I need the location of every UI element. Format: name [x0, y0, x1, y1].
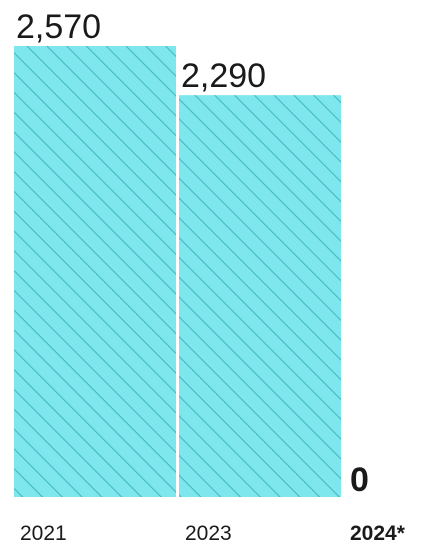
value-label-2024*: 0: [350, 461, 369, 499]
bar-2021: [14, 46, 176, 497]
value-label-2023: 2,290: [181, 57, 266, 95]
x-tick-label-2021: 2021: [20, 522, 67, 545]
x-tick-label-2024*: 2024*: [350, 522, 406, 545]
x-tick-label-2023: 2023: [185, 522, 232, 545]
value-labels-group: 2,570 2,290 0: [16, 8, 369, 499]
value-label-2021: 2,570: [16, 8, 101, 46]
x-tick-labels-group: 2021 2023 2024*: [20, 522, 406, 545]
bar-2023: [179, 95, 341, 498]
bars-group: [14, 46, 341, 498]
